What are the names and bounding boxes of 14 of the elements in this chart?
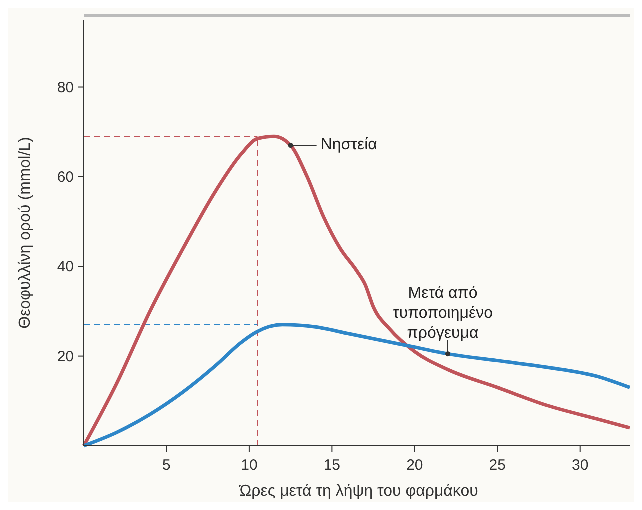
x-tick-label: 20 <box>406 457 424 474</box>
y-tick-label: 20 <box>57 348 74 366</box>
x-tick-label: 10 <box>241 457 258 474</box>
x-tick-label: 15 <box>324 457 341 474</box>
legend-label: Νηστεία <box>320 136 378 154</box>
x-tick-label: 25 <box>489 457 506 474</box>
y-axis-title: Θεοφυλλίνη ορού (mmol/L) <box>17 137 34 329</box>
y-tick-label: 40 <box>57 258 74 276</box>
x-tick-label: 30 <box>572 457 589 474</box>
y-tick-label: 80 <box>57 79 74 96</box>
x-axis-title: Ώρες μετά τη λήψη του φαρμάκου <box>238 483 478 500</box>
x-tick-label: 5 <box>162 457 171 474</box>
series-label: Μετά από τυποποιημένο πρόγευμα <box>393 285 494 342</box>
y-tick-label: 60 <box>57 168 74 186</box>
